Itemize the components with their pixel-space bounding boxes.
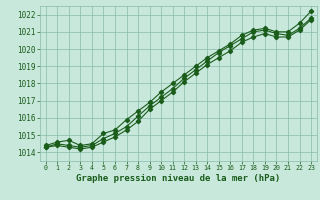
X-axis label: Graphe pression niveau de la mer (hPa): Graphe pression niveau de la mer (hPa) [76, 174, 281, 183]
